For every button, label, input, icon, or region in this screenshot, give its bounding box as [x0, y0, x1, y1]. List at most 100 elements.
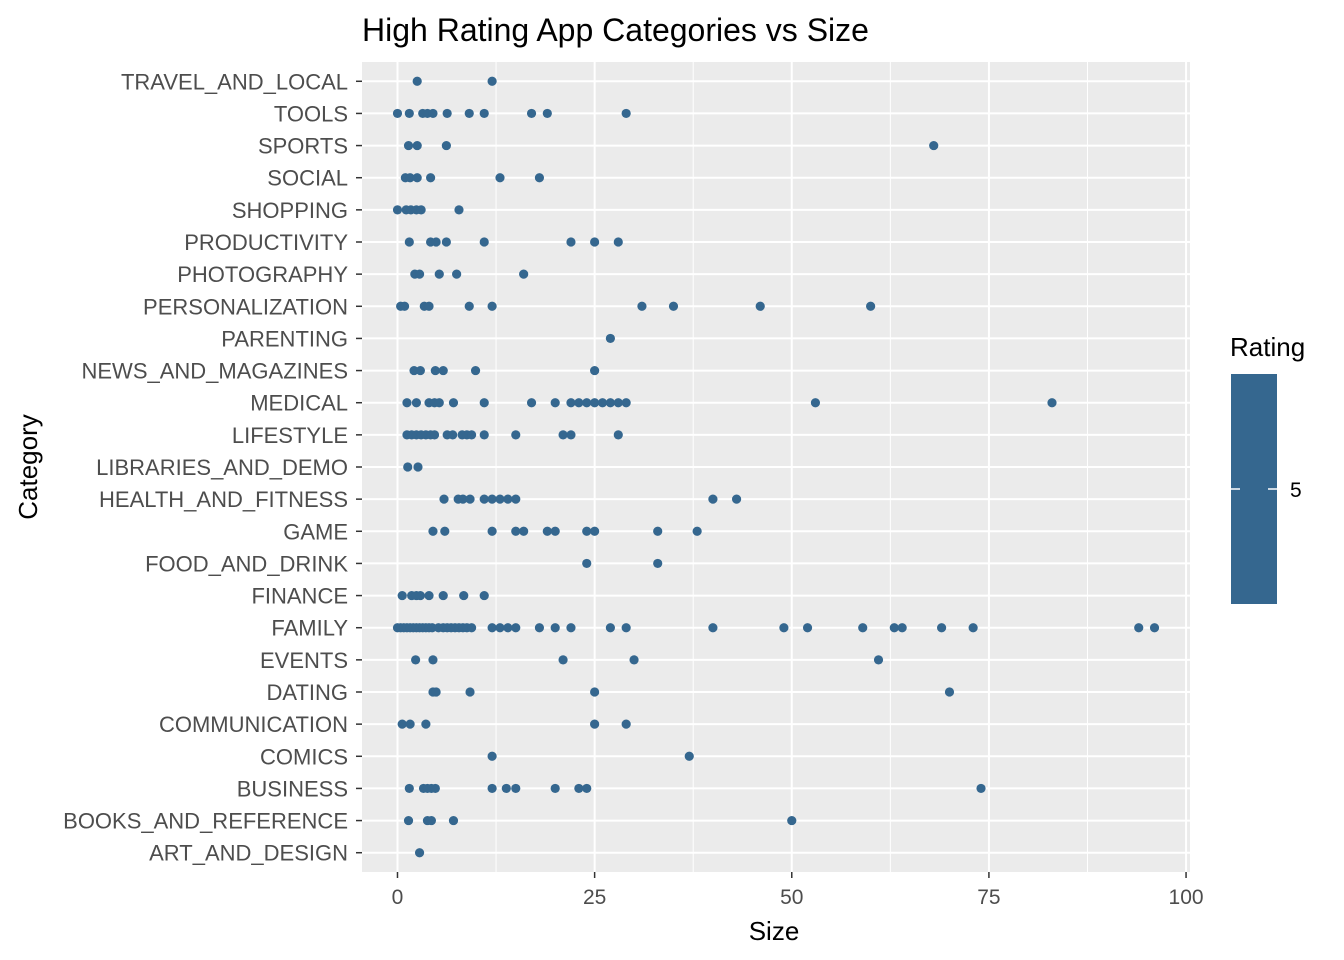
data-point	[465, 494, 475, 504]
y-tick-label: COMMUNICATION	[159, 712, 348, 737]
y-tick-label: FOOD_AND_DRINK	[145, 551, 348, 576]
y-tick-label: PHOTOGRAPHY	[177, 262, 348, 287]
data-point	[479, 494, 489, 504]
data-point	[511, 526, 521, 536]
data-point	[605, 398, 616, 408]
data-point	[590, 398, 600, 408]
data-point	[873, 655, 884, 665]
data-point	[582, 526, 592, 536]
data-point	[487, 751, 497, 761]
data-point	[428, 526, 438, 536]
data-point	[866, 301, 876, 311]
data-point	[454, 205, 464, 215]
data-point	[755, 301, 765, 311]
data-point	[438, 365, 448, 376]
data-point	[802, 623, 813, 633]
y-tick-label: ART_AND_DESIGN	[149, 841, 348, 866]
y-tick-label: SPORTS	[258, 134, 348, 159]
data-point	[439, 494, 449, 504]
data-point	[495, 623, 505, 633]
data-point	[574, 398, 584, 408]
data-point	[459, 590, 469, 601]
data-point	[438, 590, 448, 601]
y-tick-label: SOCIAL	[267, 166, 348, 191]
data-point	[430, 783, 440, 794]
data-point	[448, 815, 459, 826]
data-point	[452, 269, 462, 279]
data-point	[566, 623, 576, 633]
data-point	[467, 623, 477, 633]
data-point	[402, 398, 412, 408]
data-point	[590, 237, 600, 247]
data-point	[526, 108, 537, 119]
data-point	[590, 687, 600, 697]
data-point	[511, 783, 521, 794]
y-tick-label: SHOPPING	[232, 198, 348, 223]
data-point	[503, 494, 513, 504]
chart-title: High Rating App Categories vs Size	[362, 12, 869, 48]
data-point	[526, 398, 537, 408]
data-point	[684, 751, 694, 761]
data-point	[421, 719, 431, 729]
y-tick-label: PARENTING	[221, 326, 348, 351]
y-tick-label: PRODUCTIVITY	[184, 230, 348, 255]
data-point	[479, 237, 489, 247]
data-point	[465, 687, 475, 697]
data-point	[613, 430, 623, 440]
x-tick-label: 100	[1169, 886, 1204, 909]
data-point	[448, 430, 458, 440]
data-point	[441, 237, 451, 247]
y-tick-label: FAMILY	[271, 616, 348, 641]
data-point	[897, 623, 907, 633]
data-point	[1047, 398, 1057, 408]
data-point	[550, 783, 560, 794]
y-tick-label: LIBRARIES_AND_DEMO	[96, 455, 348, 480]
data-point	[479, 108, 489, 119]
data-point	[534, 173, 545, 183]
data-point	[434, 398, 444, 408]
data-point	[487, 76, 497, 86]
data-point	[708, 494, 718, 504]
data-point	[441, 140, 451, 151]
x-axis: 0 25 50 75 100	[392, 872, 1204, 909]
data-point	[487, 301, 497, 311]
data-point	[487, 783, 497, 794]
data-point	[621, 719, 631, 729]
data-point	[431, 687, 441, 697]
data-point	[558, 655, 568, 665]
data-point	[464, 301, 474, 311]
data-point	[708, 623, 718, 633]
data-point	[1134, 623, 1144, 633]
y-tick-label: BUSINESS	[237, 776, 348, 801]
data-point	[397, 590, 407, 601]
data-point	[428, 108, 438, 119]
data-point	[558, 430, 568, 440]
y-tick-label: HEALTH_AND_FITNESS	[99, 487, 348, 512]
data-point	[397, 719, 407, 729]
data-point	[440, 526, 450, 536]
y-tick-label: PERSONALIZATION	[143, 294, 348, 319]
data-point	[810, 398, 821, 408]
data-point	[621, 623, 631, 633]
x-tick-label: 50	[780, 886, 803, 909]
y-tick-label: GAME	[283, 519, 348, 544]
data-point	[424, 590, 434, 601]
data-point	[426, 173, 436, 183]
data-point	[653, 526, 663, 536]
legend-title: Rating	[1230, 332, 1305, 362]
major-gridlines	[362, 62, 1190, 872]
data-point	[692, 526, 702, 536]
data-point	[479, 590, 489, 601]
x-axis-title: Size	[749, 916, 800, 946]
data-point	[431, 237, 441, 247]
y-tick-label: MEDICAL	[250, 391, 348, 416]
data-points	[392, 76, 1160, 858]
data-point	[519, 269, 529, 279]
y-axis-title: Category	[13, 414, 43, 520]
data-point	[412, 173, 422, 183]
data-point	[487, 494, 497, 504]
data-point	[550, 398, 560, 408]
data-point	[511, 494, 521, 504]
y-tick-label: COMICS	[260, 744, 348, 769]
